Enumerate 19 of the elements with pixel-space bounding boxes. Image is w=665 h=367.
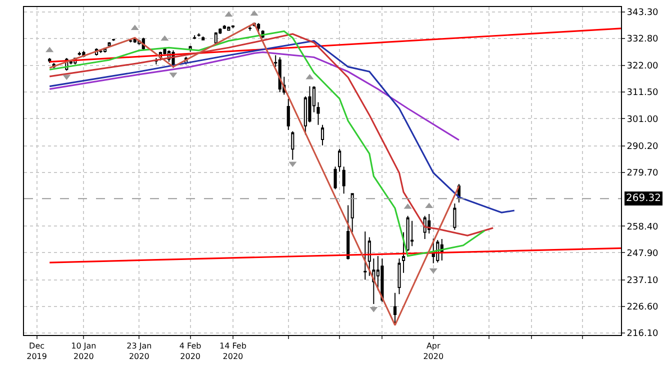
y-tick-label: 301.00: [626, 114, 659, 125]
ref-line-label: 269.32: [626, 193, 661, 204]
y-tick-label: 332.80: [626, 34, 659, 44]
x-tick-label: Apr 2020: [423, 342, 444, 361]
x-tick-label: 10 Jan 2020: [71, 342, 96, 361]
x-tick-label: 23 Jan 2020: [126, 342, 152, 361]
x-tick-label: Dec 2019: [26, 342, 47, 361]
y-tick-label: 343.30: [626, 8, 659, 18]
y-tick-label: 226.60: [626, 302, 659, 313]
y-tick-label: 279.70: [626, 168, 659, 179]
y-tick-label: 216.10: [626, 329, 659, 340]
y-tick-label: 322.00: [626, 62, 659, 72]
x-tick-label: 14 Feb 2020: [220, 342, 246, 361]
y-tick-label: 258.40: [626, 222, 659, 232]
y-tick-label: 311.50: [626, 88, 659, 98]
y-tick-label: 290.20: [626, 142, 659, 152]
y-tick-label: 247.90: [626, 248, 659, 259]
y-tick-label: 237.10: [626, 276, 659, 286]
x-tick-label: 4 Feb 2020: [179, 342, 202, 361]
